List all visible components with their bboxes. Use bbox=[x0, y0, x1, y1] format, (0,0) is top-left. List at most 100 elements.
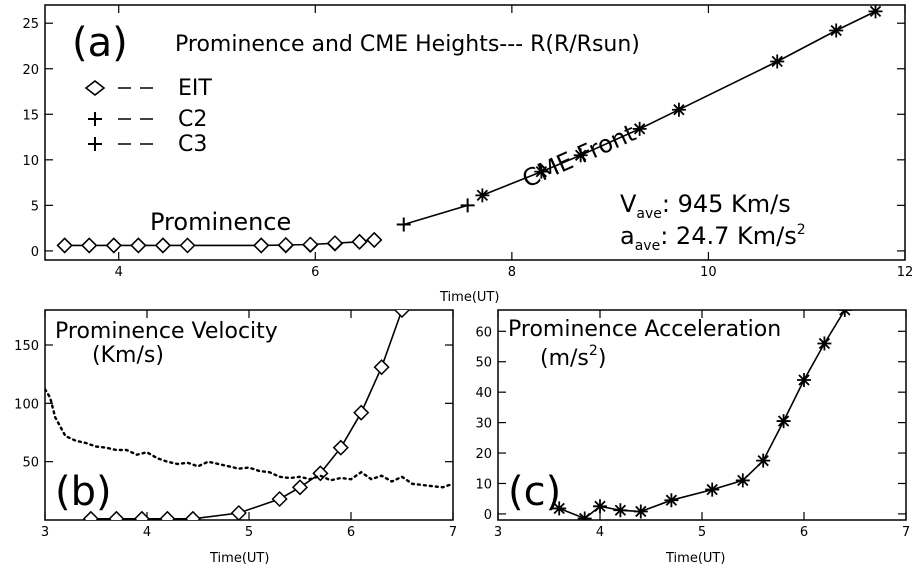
asterisk-point bbox=[829, 23, 844, 38]
asterisk-point bbox=[552, 501, 567, 516]
panel-a-letter: (a) bbox=[72, 20, 128, 66]
diamond-point bbox=[291, 479, 309, 496]
panel-a-xlabel: Time(UT) bbox=[439, 290, 499, 305]
diamond-point bbox=[230, 504, 247, 520]
panel-c-subtitle: (m/s2) bbox=[540, 343, 606, 371]
diamond-point bbox=[393, 310, 411, 319]
diamond-point bbox=[159, 510, 176, 520]
panel-b-marks bbox=[45, 310, 453, 520]
panel-b-subtitle: (Km/s) bbox=[92, 343, 164, 368]
panel-c-ticks: 3 4 5 6 7 0 10 20 30 40 50 60 bbox=[475, 310, 910, 540]
diamond-point bbox=[154, 237, 172, 254]
asterisk-point bbox=[705, 482, 720, 497]
x-tick-label: 5 bbox=[245, 525, 253, 540]
diamond-point bbox=[56, 237, 73, 254]
diamond-point bbox=[302, 236, 319, 253]
y-tick-label: 40 bbox=[475, 386, 492, 401]
diamond-point bbox=[108, 510, 125, 520]
panel-b-ticks: 3 4 5 6 7 50 100 150 bbox=[14, 310, 457, 540]
asterisk-point bbox=[817, 336, 832, 351]
y-tick-label: 20 bbox=[22, 63, 39, 78]
legend: EIT C2 C3 bbox=[84, 76, 212, 157]
panel-c: 3 4 5 6 7 0 10 20 30 40 50 60 Prominence Accelerati… bbox=[475, 309, 910, 566]
diamond-point bbox=[373, 359, 390, 376]
y-tick-label: 0 bbox=[31, 245, 39, 260]
panel-c-marks bbox=[552, 310, 852, 520]
diamond-point bbox=[351, 233, 368, 250]
diamond-point bbox=[271, 490, 288, 508]
y-tick-label: 150 bbox=[14, 339, 39, 354]
x-tick-label: 7 bbox=[902, 525, 910, 540]
asterisk-point bbox=[632, 121, 647, 136]
panel-a-frame bbox=[44, 4, 906, 261]
a-ave-label: aave: 24.7 Km/s2 bbox=[620, 222, 806, 254]
asterisk-point bbox=[613, 503, 628, 518]
y-tick-label: 50 bbox=[22, 456, 39, 471]
x-tick-label: 6 bbox=[347, 525, 355, 540]
y-tick-label: 10 bbox=[22, 154, 39, 169]
diamond-point bbox=[105, 237, 122, 254]
x-tick-label: 12 bbox=[897, 265, 914, 280]
y-tick-label: 25 bbox=[22, 17, 39, 32]
plus-marker-icon bbox=[88, 112, 102, 126]
x-tick-label: 4 bbox=[596, 525, 604, 540]
y-tick-label: 30 bbox=[475, 417, 492, 432]
y-tick-label: 20 bbox=[475, 447, 492, 462]
legend-item-eit: EIT bbox=[84, 76, 212, 101]
x-tick-label: 5 bbox=[698, 525, 706, 540]
asterisk-point bbox=[868, 5, 883, 19]
x-tick-label: 4 bbox=[115, 265, 123, 280]
x-tick-label: 7 bbox=[449, 525, 457, 540]
diamond-point bbox=[82, 510, 99, 520]
asterisk-point bbox=[735, 473, 750, 488]
x-tick-label: 6 bbox=[800, 525, 808, 540]
asterisk-point bbox=[776, 414, 791, 429]
asterisk-point bbox=[593, 499, 607, 514]
legend-item-c2: C2 bbox=[88, 107, 207, 132]
panel-c-xlabel: Time(UT) bbox=[665, 551, 725, 566]
x-tick-label: 10 bbox=[700, 265, 717, 280]
diamond-point bbox=[366, 231, 383, 249]
y-tick-label: 50 bbox=[475, 356, 492, 371]
series-line-C3 bbox=[482, 10, 876, 197]
x-tick-label: 6 bbox=[311, 265, 319, 280]
panel-b-letter: (b) bbox=[55, 469, 112, 515]
panel-b-title: Prominence Velocity bbox=[55, 319, 278, 344]
x-tick-label: 3 bbox=[494, 525, 502, 540]
panel-c-letter: (c) bbox=[508, 469, 561, 515]
panel-b-xlabel: Time(UT) bbox=[209, 551, 269, 566]
asterisk-point bbox=[756, 453, 771, 468]
panel-a: 4 6 8 10 12 0 5 10 15 20 25 (a) Prominence and CME… bbox=[22, 4, 913, 305]
diamond-point bbox=[332, 439, 349, 456]
asterisk-point bbox=[534, 164, 549, 179]
diamond-point bbox=[277, 236, 294, 254]
v-ave-label: Vave: 945 Km/s bbox=[620, 190, 791, 222]
legend-label-eit: EIT bbox=[178, 76, 212, 101]
panel-c-title: Prominence Acceleration bbox=[508, 317, 781, 342]
panel-a-ticks: 4 6 8 10 12 0 5 10 15 20 25 bbox=[22, 5, 913, 280]
asterisk-point bbox=[797, 373, 811, 387]
asterisk-point bbox=[573, 148, 588, 163]
y-tick-label: 100 bbox=[14, 397, 39, 412]
diamond-marker-icon bbox=[84, 79, 106, 97]
asterisk-point bbox=[475, 188, 490, 203]
asterisk-point bbox=[770, 54, 785, 69]
plus-point bbox=[460, 198, 475, 213]
asterisk-point bbox=[664, 493, 679, 508]
x-tick-label: 4 bbox=[143, 525, 151, 540]
y-tick-label: 10 bbox=[475, 477, 492, 492]
diamond-point bbox=[179, 237, 196, 254]
x-tick-label: 3 bbox=[41, 525, 49, 540]
legend-label-c2: C2 bbox=[178, 107, 207, 132]
diamond-point bbox=[326, 235, 344, 252]
asterisk-point bbox=[837, 310, 852, 317]
panel-a-title: Prominence and CME Heights--- R(R/Rsun) bbox=[175, 32, 640, 57]
panel-a-marks bbox=[56, 5, 883, 254]
marks-clipped bbox=[56, 5, 883, 254]
y-tick-label: 15 bbox=[22, 108, 39, 123]
diamond-point bbox=[81, 237, 98, 254]
y-tick-label: 60 bbox=[475, 325, 492, 340]
legend-label-c3: C3 bbox=[178, 132, 207, 157]
diamond-point bbox=[130, 237, 147, 254]
